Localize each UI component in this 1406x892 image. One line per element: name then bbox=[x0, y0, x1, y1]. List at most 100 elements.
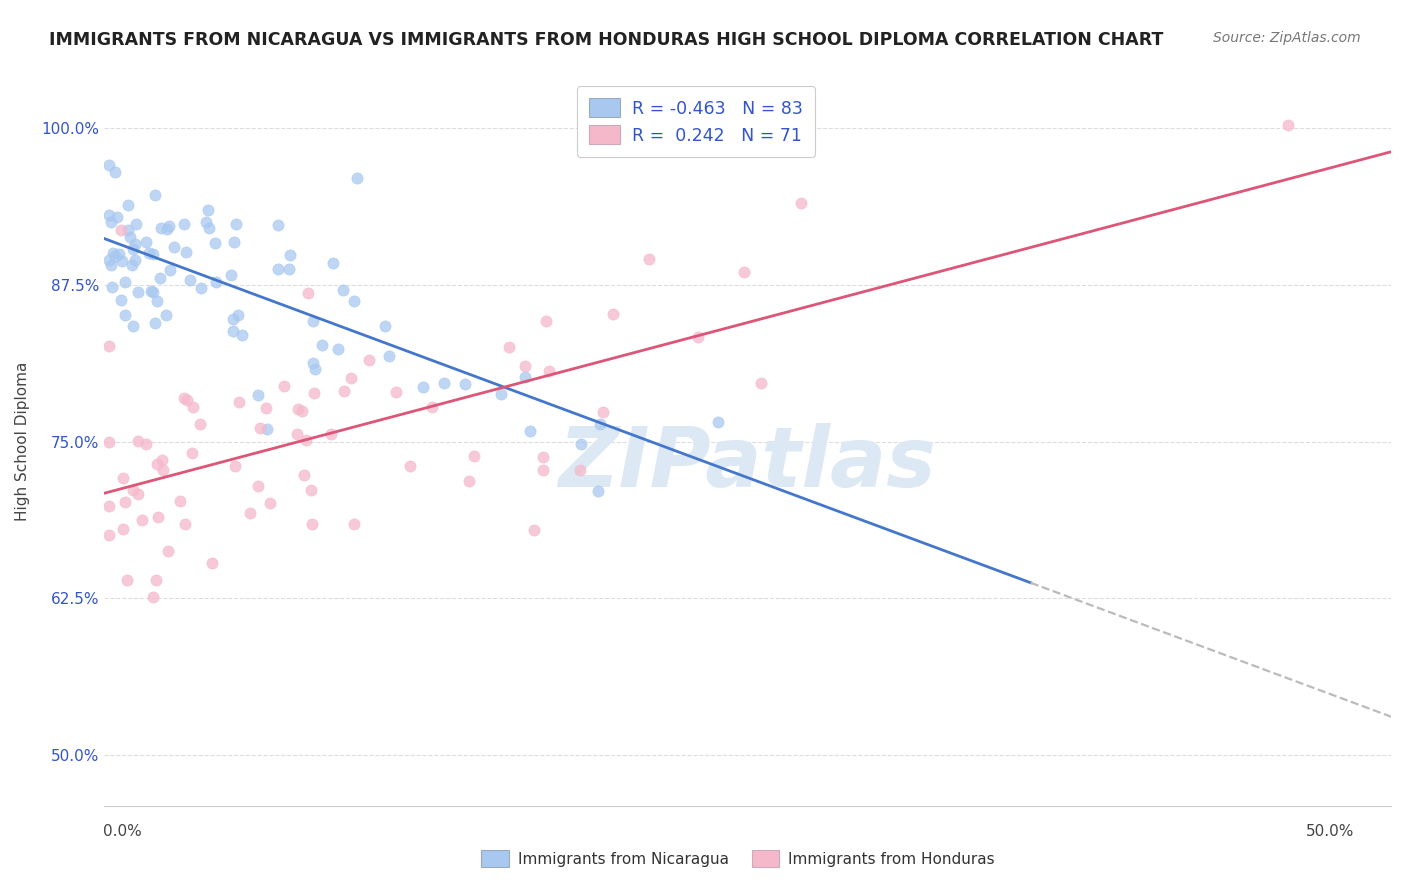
Point bbox=[173, 517, 195, 532]
Point bbox=[292, 468, 315, 483]
Point bbox=[117, 223, 139, 237]
Point bbox=[142, 285, 165, 300]
Point bbox=[377, 349, 399, 363]
Point bbox=[301, 313, 323, 327]
Point bbox=[181, 401, 204, 415]
Point bbox=[374, 318, 396, 333]
Point bbox=[104, 249, 127, 263]
Point bbox=[224, 459, 246, 474]
Point bbox=[706, 415, 728, 429]
Point bbox=[420, 400, 443, 414]
Point bbox=[157, 219, 180, 233]
Text: 0.0%: 0.0% bbox=[103, 824, 142, 838]
Point bbox=[531, 463, 554, 477]
Point bbox=[357, 353, 380, 368]
Point bbox=[637, 252, 659, 266]
Point bbox=[277, 262, 299, 277]
Point bbox=[121, 242, 143, 256]
Point bbox=[519, 424, 541, 438]
Point bbox=[304, 362, 326, 376]
Point bbox=[122, 319, 145, 334]
Point bbox=[273, 379, 295, 393]
Point bbox=[135, 235, 157, 249]
Point bbox=[322, 256, 344, 270]
Point bbox=[163, 240, 186, 254]
Point bbox=[534, 314, 557, 328]
Point bbox=[219, 268, 242, 282]
Point bbox=[100, 258, 122, 272]
Point bbox=[195, 214, 218, 228]
Point bbox=[98, 500, 121, 514]
Point bbox=[124, 252, 146, 267]
Point bbox=[398, 458, 420, 473]
Point bbox=[98, 528, 121, 542]
Point bbox=[301, 517, 323, 532]
Point bbox=[302, 385, 325, 400]
Point bbox=[222, 312, 245, 326]
Point bbox=[101, 280, 124, 294]
Point bbox=[138, 246, 160, 260]
Legend: Immigrants from Nicaragua, Immigrants from Honduras: Immigrants from Nicaragua, Immigrants fr… bbox=[474, 843, 1002, 874]
Point bbox=[127, 487, 149, 501]
Point bbox=[205, 275, 228, 289]
Point bbox=[592, 405, 614, 419]
Point bbox=[135, 437, 157, 451]
Point bbox=[412, 380, 434, 394]
Point bbox=[249, 421, 271, 435]
Point bbox=[311, 338, 333, 352]
Point bbox=[120, 230, 142, 244]
Point bbox=[127, 434, 149, 449]
Point bbox=[256, 422, 278, 436]
Point bbox=[114, 275, 136, 289]
Point bbox=[267, 218, 290, 232]
Point bbox=[538, 364, 561, 378]
Point bbox=[385, 385, 408, 400]
Point bbox=[254, 401, 277, 415]
Point bbox=[149, 221, 172, 235]
Point bbox=[454, 376, 477, 391]
Point bbox=[98, 253, 121, 268]
Point bbox=[688, 330, 710, 344]
Point bbox=[114, 495, 136, 509]
Point bbox=[127, 285, 149, 300]
Point bbox=[333, 384, 356, 399]
Point bbox=[155, 308, 177, 322]
Point bbox=[152, 463, 174, 477]
Point bbox=[105, 210, 128, 224]
Point bbox=[790, 195, 813, 210]
Point bbox=[117, 197, 139, 211]
Point bbox=[156, 544, 179, 558]
Point bbox=[433, 376, 456, 391]
Point bbox=[100, 215, 122, 229]
Point bbox=[111, 253, 134, 268]
Point bbox=[173, 392, 195, 406]
Legend: R = -0.463   N = 83, R =  0.242   N = 71: R = -0.463 N = 83, R = 0.242 N = 71 bbox=[576, 87, 815, 157]
Point bbox=[332, 283, 354, 297]
Point bbox=[145, 188, 167, 202]
Point bbox=[295, 433, 318, 447]
Point bbox=[107, 247, 129, 261]
Point bbox=[463, 449, 485, 463]
Point bbox=[531, 450, 554, 464]
Point bbox=[146, 510, 169, 524]
Point bbox=[343, 294, 366, 309]
Point bbox=[749, 376, 772, 390]
Point bbox=[131, 513, 153, 527]
Point bbox=[226, 309, 249, 323]
Point bbox=[299, 483, 322, 497]
Point bbox=[124, 236, 146, 251]
Point bbox=[568, 463, 591, 477]
Point bbox=[111, 522, 134, 536]
Point bbox=[204, 236, 226, 251]
Point bbox=[297, 285, 319, 300]
Point bbox=[146, 458, 169, 472]
Point bbox=[114, 308, 136, 322]
Point bbox=[145, 573, 167, 587]
Point bbox=[103, 246, 125, 260]
Point bbox=[176, 392, 198, 407]
Point bbox=[197, 203, 219, 218]
Point bbox=[150, 452, 173, 467]
Point bbox=[346, 171, 368, 186]
Point bbox=[513, 369, 536, 384]
Point bbox=[190, 417, 212, 432]
